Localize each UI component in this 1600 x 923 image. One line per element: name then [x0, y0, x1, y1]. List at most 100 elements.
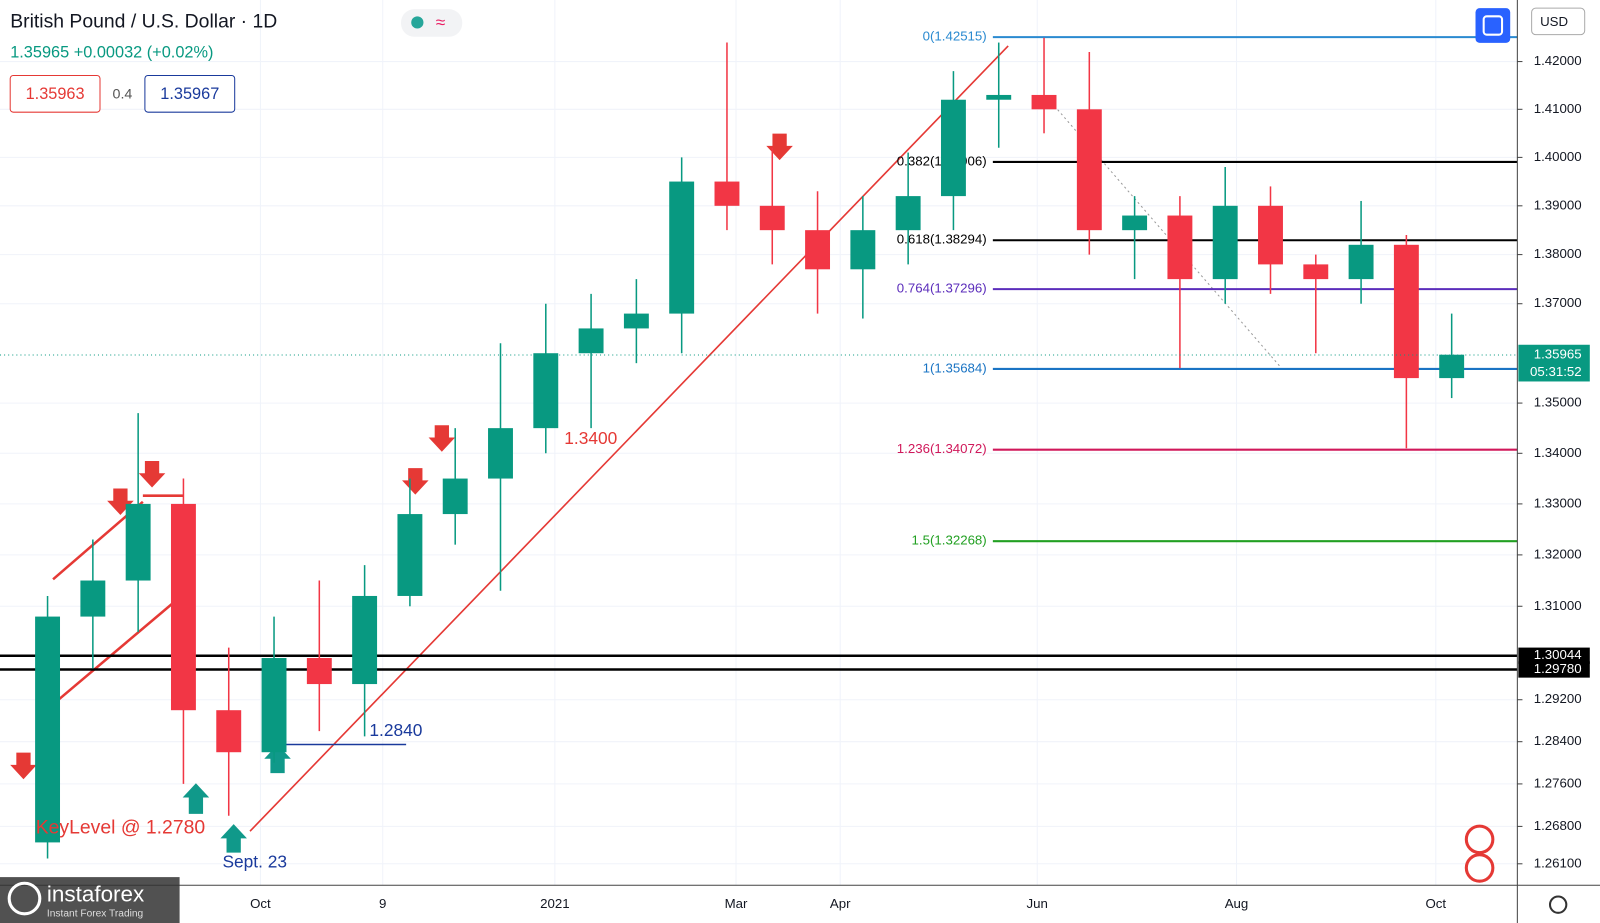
candle-body — [397, 514, 423, 596]
sell-arrows — [10, 133, 793, 780]
channel-line — [55, 595, 182, 703]
y-tick-label: 1.26100 — [1534, 855, 1582, 870]
candle-body — [261, 658, 287, 753]
y-tick-label: 1.41000 — [1534, 101, 1582, 116]
symbol-title: British Pound / U.S. Dollar · 1D — [10, 11, 277, 33]
candle-body — [1439, 354, 1465, 379]
y-tick-label: 1.42000 — [1534, 53, 1582, 68]
y-tick-label: 1.27600 — [1534, 775, 1582, 790]
candle-body — [1303, 264, 1329, 280]
fib-label: 1(1.35684) — [923, 360, 987, 375]
candle-body — [986, 94, 1012, 100]
status-dot — [411, 16, 424, 29]
y-tick-label: 1.29200 — [1534, 691, 1582, 706]
key-level-label: 1.30044 — [1534, 647, 1582, 662]
candle-body — [895, 196, 921, 231]
candle-body — [805, 230, 831, 270]
key-level-label: 1.29780 — [1534, 661, 1582, 676]
logo-icon — [7, 881, 42, 916]
candle-body — [1212, 205, 1238, 280]
key-level-tag — [1518, 661, 1590, 678]
y-tick-label: 1.39000 — [1534, 197, 1582, 212]
trendline — [249, 45, 1009, 832]
status-icon: ≈ — [436, 12, 446, 32]
x-tick-label: Oct — [1426, 896, 1447, 911]
currency-button[interactable] — [1531, 7, 1586, 36]
candle-body — [759, 205, 785, 231]
x-tick-label: Aug — [1225, 896, 1249, 911]
x-tick-label: Oct — [250, 896, 271, 911]
y-tick-label: 1.38000 — [1534, 246, 1582, 261]
spread: 0.4 — [113, 87, 133, 103]
flag-gb — [1464, 824, 1495, 855]
currency: USD — [1540, 14, 1568, 29]
x-tick-label: 9 — [379, 896, 386, 911]
candle-body — [1167, 215, 1193, 280]
fib-label: 1.236(1.34072) — [897, 441, 987, 456]
candle-body — [669, 181, 695, 314]
candle-body — [714, 181, 740, 206]
candle-body — [578, 328, 604, 354]
candle-body — [442, 478, 468, 515]
bid-box[interactable] — [9, 74, 101, 113]
candle-body — [1348, 244, 1374, 280]
settings-button[interactable] — [1548, 895, 1568, 914]
y-tick-label: 1.32000 — [1534, 546, 1582, 561]
quote: 1.35965 +0.00032 (+0.02%) — [10, 43, 213, 61]
annotation: 1.2840 — [369, 720, 422, 740]
candle-body — [1076, 109, 1102, 231]
x-tick-label: Apr — [830, 896, 851, 911]
candle-body — [488, 428, 513, 479]
annotation: Sept. 23 — [222, 851, 287, 871]
bid: 1.35963 — [26, 85, 85, 103]
key-level-tag — [1518, 647, 1590, 664]
candle-body — [850, 230, 876, 270]
fullscreen-button[interactable] — [1475, 8, 1511, 43]
flag-us — [1464, 853, 1495, 883]
fib-label: 0.764(1.37296) — [897, 281, 987, 296]
candle-body — [125, 503, 151, 581]
candle-body — [533, 353, 559, 429]
y-tick-label: 1.28400 — [1534, 733, 1582, 748]
candle-body — [216, 710, 242, 753]
candle-body — [940, 99, 966, 197]
ask: 1.35967 — [160, 85, 219, 103]
annotation: KeyLevel @ 1.2780 — [36, 816, 206, 838]
candle-body — [80, 580, 106, 617]
logo-tagline: Instant Forex Trading — [47, 909, 144, 920]
candle-body — [306, 658, 332, 685]
price-axis — [1517, 0, 1600, 886]
fib-diagonal — [1050, 101, 1281, 368]
y-tick-label: 1.34000 — [1534, 445, 1582, 460]
candle-body — [1258, 205, 1283, 265]
last-price-label: 1.35965 — [1534, 346, 1582, 361]
axes: 1.26100 1.26800 1.27600 1.28400 1.29200 1.310… — [250, 53, 1590, 911]
y-tick-label: 1.37000 — [1534, 295, 1582, 310]
x-tick-label: Jun — [1027, 896, 1048, 911]
y-tick-label: 1.33000 — [1534, 495, 1582, 510]
fib-label: 0(1.42515) — [923, 29, 987, 44]
countdown: 05:31:52 — [1530, 364, 1582, 379]
status-pill — [401, 9, 463, 37]
ask-box[interactable] — [144, 74, 236, 113]
candle-body — [35, 616, 61, 843]
y-tick-label: 1.31000 — [1534, 598, 1582, 613]
candle-body — [1031, 94, 1057, 110]
fullscreen-icon — [1482, 15, 1504, 36]
candle-body — [352, 595, 378, 685]
logo-name: instaforex — [47, 881, 144, 906]
annotation: 1.3400 — [564, 428, 617, 448]
fib-label: 0.618(1.38294) — [897, 232, 987, 247]
flags — [1464, 824, 1495, 883]
y-tick-label: 1.40000 — [1534, 149, 1582, 164]
candle-body — [1393, 244, 1419, 379]
plot: 0(1.42515)0.382(1.39906)0.618(1.38294)0.… — [0, 29, 1518, 871]
candle-body — [170, 503, 196, 711]
y-tick-label: 1.35000 — [1534, 395, 1582, 410]
x-tick-label: Mar — [725, 896, 748, 911]
y-tick-label: 1.26800 — [1534, 818, 1582, 833]
grid — [0, 0, 1518, 886]
